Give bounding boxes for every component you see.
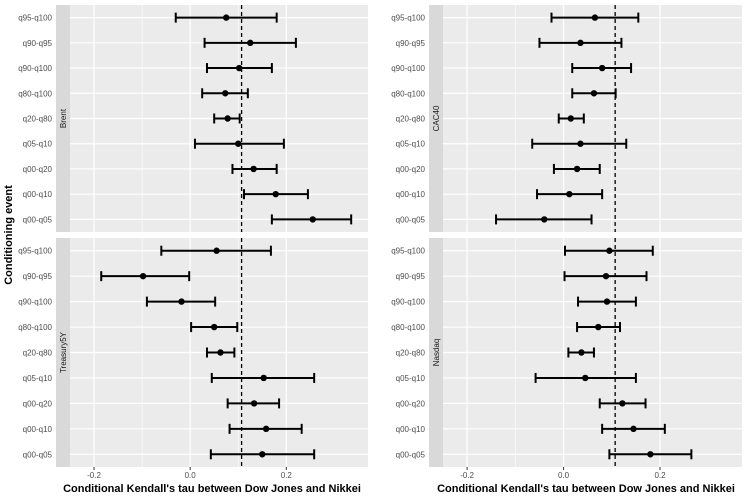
point-estimate [139,272,147,280]
y-axis-title: Conditioning event [3,185,15,285]
y-tick-label: q95-q100 [391,14,425,23]
y-tick-label: q00-q20 [23,165,53,174]
panel-brent: Brent q95-q100 q90-q95 q90-q100 q80-q100 q20-… [18,5,368,232]
point-estimate [235,64,243,72]
point-estimate [309,216,316,223]
facet-strip [56,238,70,467]
point-estimate [619,400,626,407]
point-estimate [222,90,229,97]
point-estimate [260,374,267,382]
facet-strip [429,5,443,232]
point-estimate [630,425,637,433]
point-estimate [541,216,548,223]
panel-cac40: CAC40 q95-q100 q90-q95 q90-q100 q80-q100 q20-… [391,5,742,232]
point-estimate [250,165,257,173]
point-estimate [603,298,611,305]
y-tick-label: q00-q05 [23,450,53,459]
point-estimate [606,247,613,254]
point-estimate [223,14,230,21]
point-estimate [178,298,185,305]
x-axis-title-left: Conditional Kendall's tau between Dow Jo… [63,483,361,495]
point-estimate [590,90,598,97]
facet-strip-label: Treasury5Y [59,331,68,373]
panel-treasury5y: Treasury5Y q95-q100 q90-q95 q90-q100 q80-q10… [18,238,368,480]
y-tick-label: q80-q100 [18,323,52,332]
facet-strip [56,5,70,232]
point-estimate [217,349,224,356]
y-tick-label: q80-q100 [391,89,425,98]
y-tick-label: q05-q10 [23,140,53,149]
y-tick-label: q00-q20 [396,399,426,408]
y-tick-label: q90-q100 [391,298,425,307]
point-estimate [224,115,231,122]
point-estimate [262,425,270,433]
point-estimate [213,247,220,254]
y-tick-label: q95-q100 [18,14,52,23]
y-tick-label: q05-q10 [396,374,426,383]
point-estimate [591,14,599,21]
y-tick-label: q00-q10 [23,425,53,434]
x-tick-label: 0.2 [281,471,293,480]
y-tick-label: q90-q95 [396,39,426,48]
point-estimate [573,165,581,173]
point-estimate [567,115,574,122]
y-tick-label: q90-q95 [23,272,53,281]
point-estimate [578,349,585,356]
y-tick-label: q20-q80 [396,349,426,358]
y-tick-label: q20-q80 [396,115,426,124]
y-tick-label: q00-q05 [396,450,426,459]
facet-strip-label: Brent [59,108,68,128]
y-tick-label: q90-q100 [18,64,52,73]
y-tick-label: q20-q80 [23,115,53,124]
y-tick-label: q80-q100 [391,323,425,332]
y-tick-label: q95-q100 [391,247,425,256]
y-tick-label: q90-q100 [391,64,425,73]
point-estimate [247,39,254,47]
point-estimate [259,451,266,458]
y-tick-label: q05-q10 [23,374,53,383]
point-estimate [598,64,606,72]
y-tick-label: q20-q80 [23,349,53,358]
facet-strip-label: Nasdaq [432,339,441,367]
x-tick-label: 0.0 [558,471,570,480]
y-tick-label: q00-q10 [396,190,426,199]
y-tick-label: q90-q100 [18,298,52,307]
y-tick-label: q00-q05 [396,215,426,224]
x-axis-title-right: Conditional Kendall's tau between Dow Jo… [437,483,735,495]
y-tick-label: q80-q100 [18,89,52,98]
y-tick-label: q00-q20 [23,399,53,408]
point-estimate [595,323,602,331]
point-estimate [602,272,610,280]
y-tick-label: q00-q10 [396,425,426,434]
facet-strip-label: CAC40 [432,105,441,131]
x-tick-label: 0.0 [185,471,197,480]
panel-nasdaq: Nasdaq q95-q100 q90-q95 q90-q100 q80-q100 q20… [391,238,742,480]
y-tick-label: q00-q10 [23,190,53,199]
point-estimate [647,451,654,458]
y-tick-label: q05-q10 [396,140,426,149]
point-estimate [250,400,258,407]
y-tick-label: q95-q100 [18,247,52,256]
point-estimate [235,140,242,147]
point-estimate [566,190,573,198]
y-tick-label: q00-q20 [396,165,426,174]
x-tick-label: -0.2 [460,471,474,480]
point-estimate [210,323,218,331]
point-estimate [577,140,584,147]
y-tick-label: q90-q95 [23,39,53,48]
point-estimate [272,190,279,198]
y-tick-label: q90-q95 [396,272,426,281]
facet-strip [429,238,443,467]
point-estimate [577,39,584,47]
y-tick-label: q00-q05 [23,215,53,224]
point-estimate [582,374,589,382]
x-tick-label: 0.2 [654,471,666,480]
x-tick-label: -0.2 [87,471,101,480]
